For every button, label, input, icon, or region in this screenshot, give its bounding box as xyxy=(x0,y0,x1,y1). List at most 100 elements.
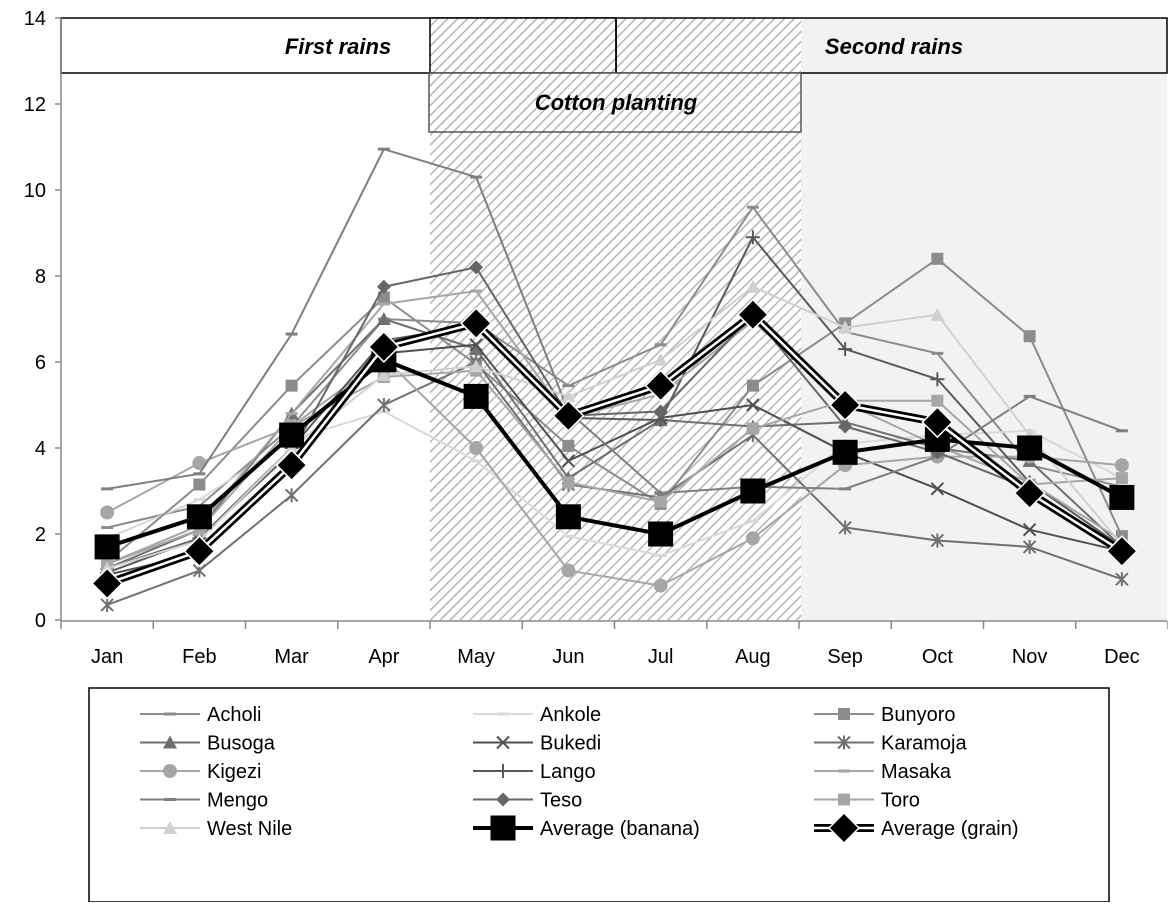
data-point xyxy=(1114,458,1129,473)
data-point xyxy=(745,531,760,546)
legend-item-ankole: Ankole xyxy=(473,704,601,726)
data-point xyxy=(1115,572,1129,587)
x-tick-label: Dec xyxy=(1104,646,1140,668)
legend-label: West Nile xyxy=(207,818,292,840)
series-line xyxy=(106,206,1123,529)
first-rains-hatch-overlap xyxy=(429,17,617,74)
legend-item-kigezi: Kigezi xyxy=(140,761,261,783)
x-tick-label: Sep xyxy=(827,646,863,668)
legend-item-mengo: Mengo xyxy=(140,790,268,812)
data-point xyxy=(100,505,115,520)
data-point xyxy=(931,252,944,265)
x-tick-label: Mar xyxy=(274,646,309,668)
data-point xyxy=(829,388,862,422)
data-point xyxy=(1022,539,1037,554)
legend-item-teso: Teso xyxy=(473,790,582,812)
legend-label: Masaka xyxy=(881,761,952,783)
y-tick-label: 12 xyxy=(24,94,46,116)
legend-swatch-marker xyxy=(837,735,851,750)
x-tick-label: Nov xyxy=(1012,646,1048,668)
legend-item-masaka: Masaka xyxy=(814,761,952,783)
legend-item-bunyoro: Bunyoro xyxy=(814,704,956,726)
data-point xyxy=(654,495,667,508)
legend-label: Bukedi xyxy=(540,733,601,755)
legend-item-average-grain: Average (grain) xyxy=(814,811,1018,845)
data-point xyxy=(1109,484,1135,510)
legend-label: Kigezi xyxy=(207,761,261,783)
legend-label: Acholi xyxy=(207,704,261,726)
data-point xyxy=(469,342,484,356)
data-point xyxy=(648,521,674,547)
data-point xyxy=(463,383,489,409)
data-point xyxy=(1115,472,1128,485)
data-point xyxy=(745,279,760,293)
series-line xyxy=(106,266,1123,570)
data-point xyxy=(838,419,853,434)
x-tick-label: Jun xyxy=(552,646,584,668)
y-tick-label: 2 xyxy=(35,524,46,546)
data-point xyxy=(930,307,945,321)
legend-item-karamoja: Karamoja xyxy=(814,733,967,755)
legend-item-lango: Lango xyxy=(473,761,596,783)
data-point xyxy=(644,369,677,402)
data-point xyxy=(367,330,400,364)
data-point xyxy=(746,422,759,435)
legend-box xyxy=(88,687,1110,903)
second-rains-label: Second rains xyxy=(825,34,963,59)
x-axis-ticks: Jan Feb Mar Apr May Jun Jul Aug Sep Oct Nov Dec xyxy=(60,621,1168,668)
data-point xyxy=(746,379,759,392)
season-bands: First rains Second rains Cotton planting xyxy=(60,17,1168,133)
legend-label: Karamoja xyxy=(881,733,967,755)
x-tick-label: Jul xyxy=(648,646,674,668)
data-point xyxy=(746,398,760,412)
data-point xyxy=(552,399,585,432)
data-point xyxy=(275,449,308,482)
y-axis-ticks: 0 2 4 6 8 10 12 14 xyxy=(24,8,61,632)
data-point xyxy=(740,478,766,504)
data-point xyxy=(284,488,299,503)
series-line xyxy=(106,257,1123,563)
legend-swatch-marker xyxy=(163,735,177,749)
series-line xyxy=(106,290,1123,566)
data-point xyxy=(94,534,120,560)
y-tick-label: 14 xyxy=(24,8,46,30)
data-point xyxy=(469,260,484,275)
legend-label: Toro xyxy=(881,790,920,812)
x-tick-label: May xyxy=(457,646,495,668)
y-tick-label: 4 xyxy=(35,438,46,460)
legend-item-acholi: Acholi xyxy=(140,704,261,726)
series-average-banana xyxy=(94,347,1135,560)
x-tick-label: Feb xyxy=(182,646,216,668)
x-tick-label: Aug xyxy=(735,646,771,668)
legend-label: Lango xyxy=(540,761,596,783)
data-point xyxy=(745,230,760,245)
data-point xyxy=(930,372,945,387)
y-tick-label: 0 xyxy=(35,610,46,632)
data-point xyxy=(736,298,769,331)
legend-swatch-marker xyxy=(496,764,510,778)
data-point xyxy=(377,398,391,412)
legend-item-toro: Toro xyxy=(814,790,920,812)
data-point xyxy=(469,359,484,373)
second-rains-band xyxy=(615,17,1168,74)
legend-label: Average (banana) xyxy=(540,818,700,840)
data-point xyxy=(183,535,216,568)
second-rains-shading xyxy=(801,18,1167,620)
data-point xyxy=(562,439,575,452)
data-point xyxy=(193,478,206,491)
data-point xyxy=(930,533,945,548)
series-line xyxy=(106,361,1123,606)
data-point xyxy=(561,389,576,403)
first-rains-label: First rains xyxy=(285,34,391,59)
legend-label: Busoga xyxy=(207,733,276,755)
data-point xyxy=(469,338,483,352)
legend-label: Mengo xyxy=(207,790,268,812)
data-point xyxy=(100,597,114,612)
data-point xyxy=(192,456,207,471)
y-tick-label: 8 xyxy=(35,266,46,288)
cotton-planting-band xyxy=(428,72,802,133)
data-point xyxy=(561,454,576,468)
legend-swatch-marker xyxy=(490,815,516,841)
legend-swatch-marker xyxy=(827,811,861,845)
data-point xyxy=(376,367,391,381)
